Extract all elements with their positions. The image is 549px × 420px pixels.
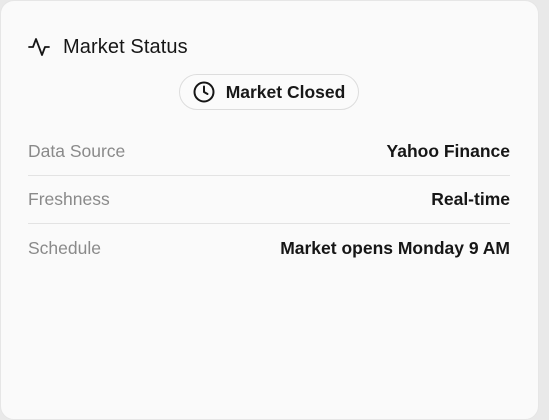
detail-row-schedule: Schedule Market opens Monday 9 AM <box>28 224 510 272</box>
detail-key: Data Source <box>28 141 126 161</box>
detail-value: Market opens Monday 9 AM <box>280 237 510 258</box>
detail-value: Real-time <box>431 189 510 209</box>
market-status-label: Market Closed <box>225 81 346 102</box>
status-container: Market Closed <box>1 74 537 110</box>
detail-key: Freshness <box>28 189 110 209</box>
detail-row-freshness: Freshness Real-time <box>28 176 510 224</box>
clock-icon <box>192 80 216 104</box>
detail-row-data-source: Data Source Yahoo Finance <box>28 128 510 176</box>
card-header: Market Status <box>27 33 188 61</box>
details-list: Data Source Yahoo Finance Freshness Real… <box>28 128 510 272</box>
card-title: Market Status <box>63 35 188 58</box>
market-status-badge: Market Closed <box>178 74 360 110</box>
detail-value: Yahoo Finance <box>386 141 511 161</box>
detail-key: Schedule <box>28 237 101 258</box>
activity-icon <box>27 35 51 59</box>
